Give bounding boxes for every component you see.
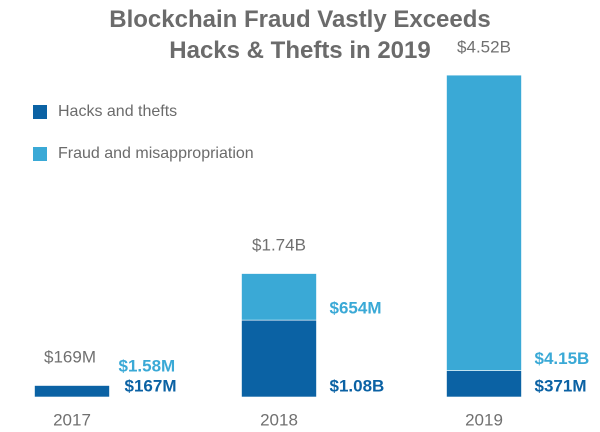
x-tick-label: 2019 [465, 410, 503, 429]
bar-segment [34, 384, 110, 398]
legend-label: Hacks and thefts [58, 103, 177, 120]
value-label: $1.08B [330, 376, 385, 395]
value-label: $1.58M [119, 356, 176, 375]
bar-segment [241, 273, 317, 321]
legend-swatch [33, 105, 47, 119]
bar-segment [34, 384, 110, 386]
value-label: $654M [330, 299, 382, 318]
value-label: $167M [125, 376, 177, 395]
total-label: $4.52B [457, 38, 511, 57]
x-tick-label: 2018 [260, 410, 298, 429]
legend-swatch [33, 147, 47, 161]
legend-label: Fraud and misappropriation [58, 145, 254, 162]
chart-title: Blockchain Fraud Vastly Exceeds Hacks & … [109, 6, 491, 64]
x-tick-label: 2017 [53, 410, 91, 429]
total-label: $169M [44, 347, 96, 366]
value-label: $371M [535, 376, 587, 395]
total-label: $1.74B [252, 236, 306, 255]
bar-segment [446, 370, 522, 398]
value-label: $4.15B [535, 349, 590, 368]
bar-segment [241, 319, 317, 398]
bar-segment [446, 74, 522, 371]
